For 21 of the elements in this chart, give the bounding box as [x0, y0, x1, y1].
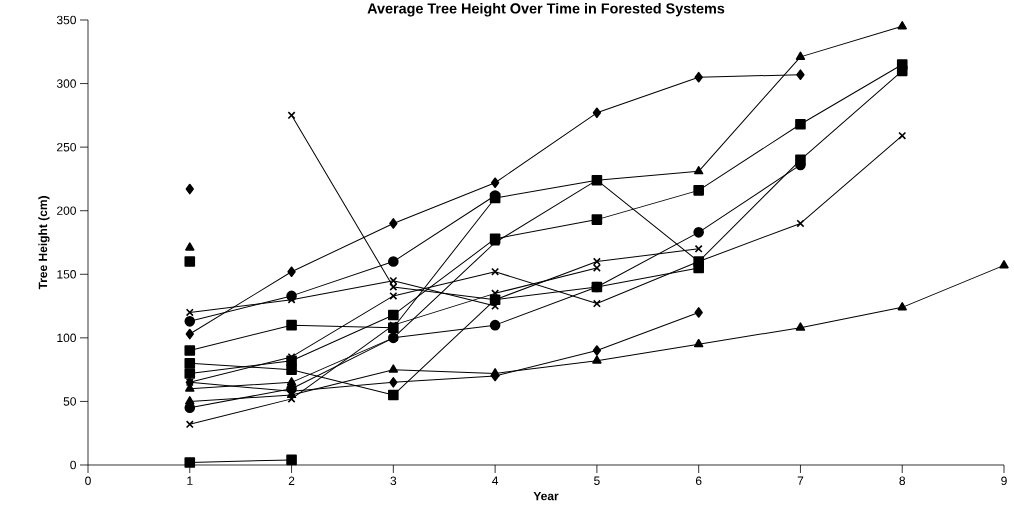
- y-tick-label: 100: [57, 333, 76, 343]
- x-tick-label: 7: [797, 476, 804, 485]
- y-tick-label: 300: [56, 79, 76, 88]
- y-tick-label: 150: [57, 270, 76, 279]
- y-tick-label: 200: [57, 206, 76, 215]
- x-tick-label: 2: [288, 476, 295, 485]
- y-tick-label: 0: [70, 460, 76, 470]
- x-tick-label: 8: [899, 476, 906, 486]
- x-tick-label: 0: [85, 476, 91, 486]
- y-tick-label: 50: [63, 397, 76, 406]
- y-axis-title: Tree Height (cm): [38, 196, 50, 290]
- x-axis-title: Year: [533, 491, 559, 501]
- chart-title: Average Tree Height Over Time in Forested Systems: [367, 2, 725, 17]
- y-tick-label: 250: [57, 142, 76, 152]
- x-tick-label: 3: [390, 476, 397, 486]
- x-tick-label: 5: [594, 476, 600, 485]
- y-tick-label: 350: [56, 15, 76, 25]
- x-tick-label: 1: [187, 476, 193, 485]
- x-tick-label: 9: [1001, 476, 1007, 486]
- x-tick-label: 6: [695, 476, 702, 486]
- x-tick-label: 4: [492, 476, 499, 485]
